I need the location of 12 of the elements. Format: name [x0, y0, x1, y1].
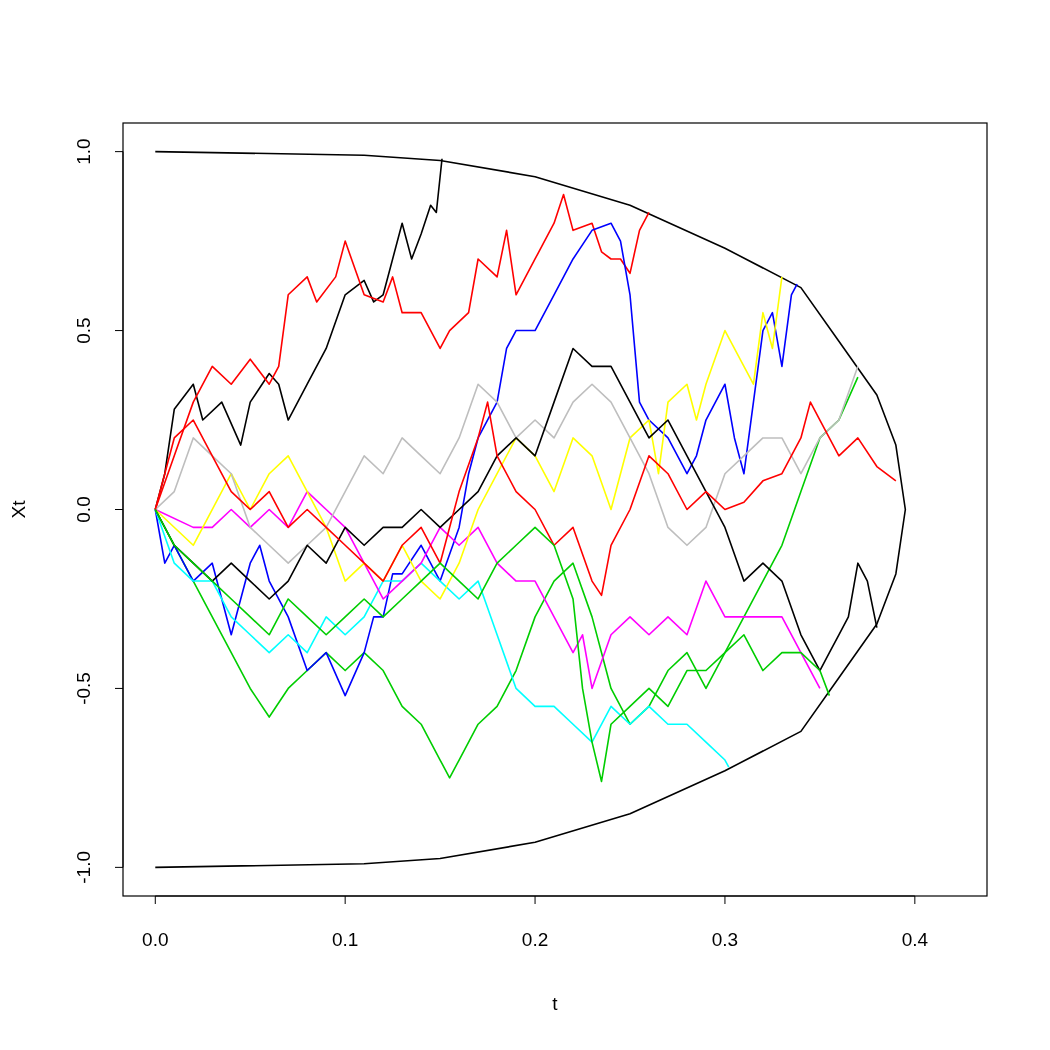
y-tick-label: 0.5 [73, 317, 95, 344]
x-tick-label: 0.2 [521, 929, 549, 950]
x-tick-label: 0.0 [142, 929, 169, 950]
y-axis-title: Xt [8, 499, 30, 519]
x-tick-label: 0.4 [901, 929, 929, 950]
x-tick-label: 0.1 [331, 929, 359, 950]
x-axis-title: t [552, 993, 559, 1014]
y-tick-label: 1.0 [73, 138, 95, 165]
y-tick-label: -1.0 [73, 851, 95, 884]
y-tick-label: 0.0 [73, 496, 95, 523]
x-tick-label: 0.3 [711, 929, 739, 950]
y-tick-label: -0.5 [73, 672, 95, 705]
